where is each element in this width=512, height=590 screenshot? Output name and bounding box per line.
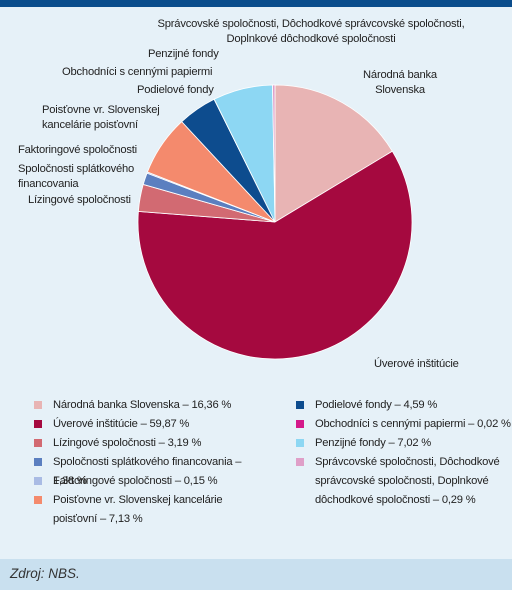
legend-swatch xyxy=(296,401,304,409)
legend-swatch xyxy=(34,496,42,504)
pie-slice xyxy=(274,84,393,223)
legend-swatch xyxy=(296,420,304,428)
legend-item: Faktoringové spoločnosti – 0,15 % xyxy=(34,472,234,491)
slice-label: Správcovské spoločnosti, Dôchodkové sprá… xyxy=(157,18,464,45)
legend-item: Penzijné fondy – 7,02 % xyxy=(296,434,506,453)
legend-label: Spoločnosti splátkového financovania – 1… xyxy=(53,456,242,487)
slice-label: Národná banka Slovenska xyxy=(363,69,438,96)
header-bar xyxy=(0,0,512,7)
legend-item: Spoločnosti splátkového financovania – 1… xyxy=(34,453,264,491)
slice-label: Spoločnosti splátkového financovania xyxy=(18,163,134,190)
legend-label: Obchodníci s cennými papiermi – 0,02 % xyxy=(315,418,511,430)
slice-label: Poisťovne vr. Slovenskej kancelárie poisť… xyxy=(42,104,160,131)
legend-swatch xyxy=(34,439,42,447)
slice-label: Lízingové spoločnosti xyxy=(28,194,131,206)
slice-label: Faktoringové spoločnosti xyxy=(18,144,137,156)
legend-label: Penzijné fondy – 7,02 % xyxy=(315,437,432,449)
chart-legend: Národná banka Slovenska – 16,36 % Úverové… xyxy=(0,396,512,548)
legend-item: Úverové inštitúcie – 59,87 % xyxy=(34,415,234,434)
legend-label: Poisťovne vr. Slovenskej kancelárie pois… xyxy=(53,494,223,525)
source-bar: Zdroj: NBS. xyxy=(0,559,512,590)
legend-swatch xyxy=(34,401,42,409)
legend-item: Národná banka Slovenska – 16,36 % xyxy=(34,396,234,415)
pie-slice xyxy=(137,150,413,360)
legend-label: Podielové fondy – 4,59 % xyxy=(315,399,438,411)
legend-label: Lízingové spoločnosti – 3,19 % xyxy=(53,437,202,449)
slice-label: Obchodníci s cennými papiermi xyxy=(62,66,212,78)
legend-item: Správcovské spoločnosti, Dôchodkové sprá… xyxy=(296,453,501,510)
legend-item: Lízingové spoločnosti – 3,19 % xyxy=(34,434,234,453)
legend-swatch xyxy=(34,458,42,466)
legend-item: Poisťovne vr. Slovenskej kancelárie pois… xyxy=(34,491,234,529)
legend-item: Obchodníci s cennými papiermi – 0,02 % xyxy=(296,415,512,434)
legend-label: Národná banka Slovenska – 16,36 % xyxy=(53,399,232,411)
slice-label: Úverové inštitúcie xyxy=(374,357,459,370)
legend-label: Úverové inštitúcie – 59,87 % xyxy=(53,418,190,430)
legend-swatch xyxy=(34,477,42,485)
legend-label: Faktoringové spoločnosti – 0,15 % xyxy=(53,475,218,487)
pie-slice xyxy=(272,84,276,223)
legend-label: Správcovské spoločnosti, Dôchodkové sprá… xyxy=(315,456,500,506)
slice-label: Penzijné fondy xyxy=(148,48,219,60)
legend-item: Podielové fondy – 4,59 % xyxy=(296,396,506,415)
source-note: Zdroj: NBS. xyxy=(10,566,80,581)
legend-swatch xyxy=(34,420,42,428)
slice-label: Podielové fondy xyxy=(137,84,214,96)
pie-chart: Národná banka Slovenska Úverové inštitúcie… xyxy=(18,18,465,370)
legend-swatch xyxy=(296,439,304,447)
legend-swatch xyxy=(296,458,304,466)
